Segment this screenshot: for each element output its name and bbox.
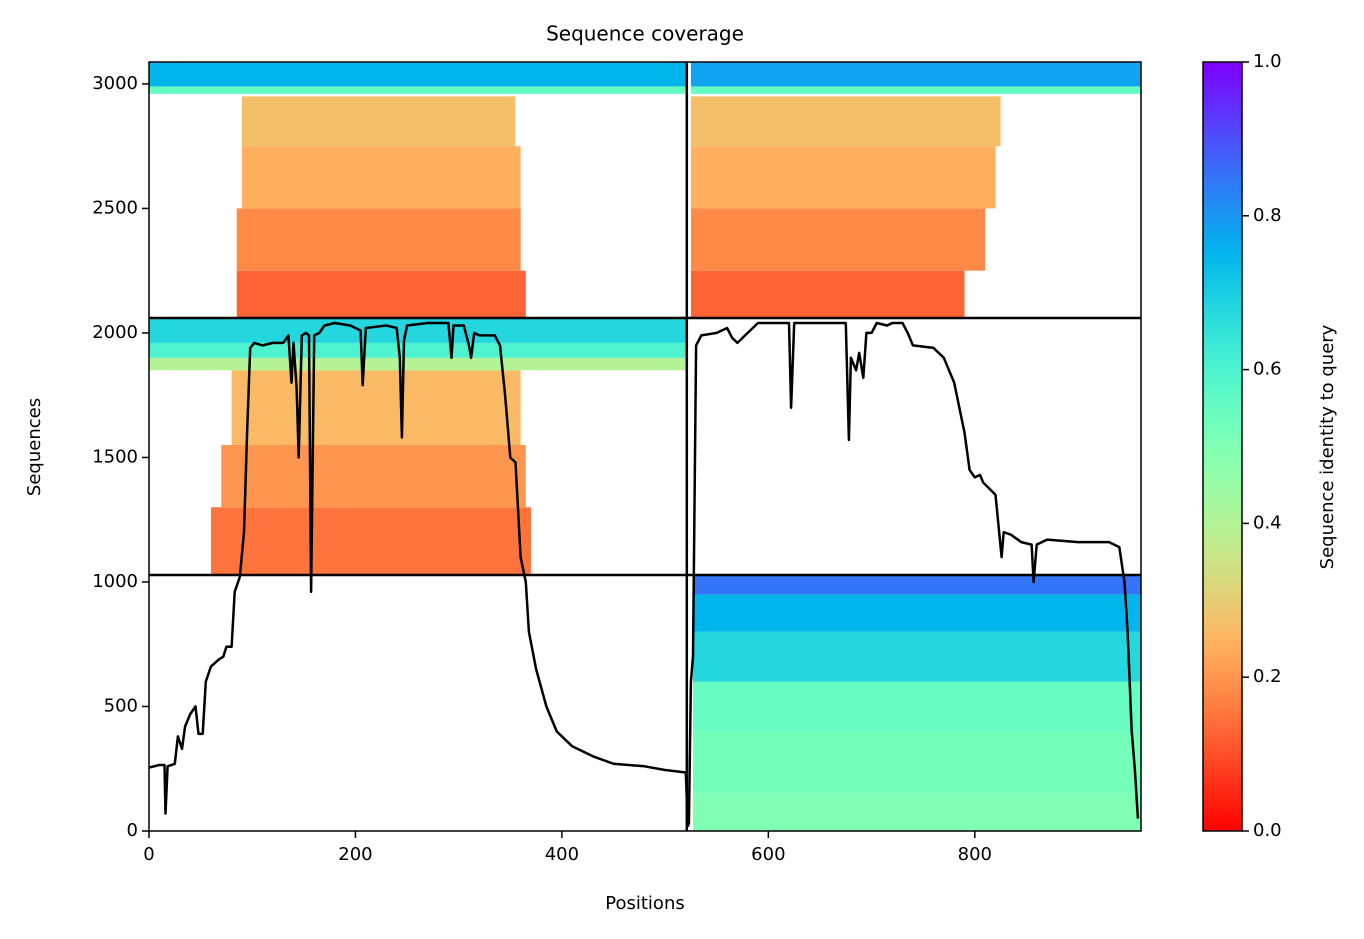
identity-block [690,208,986,271]
identity-block [236,208,521,271]
plot-area [149,62,1141,831]
x-tick-label: 0 [143,844,154,865]
colorbar-label: Sequence identity to query [1317,324,1338,569]
identity-block [690,96,1001,147]
identity-block [693,631,1141,682]
y-axis-label: Sequences [24,398,45,496]
y-tick-label: 1000 [92,571,138,592]
identity-block [236,270,526,319]
y-tick-label: 3000 [92,73,138,94]
identity-block [693,681,1141,732]
identity-block [149,62,687,87]
identity-block [690,270,965,319]
identity-block [690,62,1141,87]
identity-block [210,507,531,575]
x-tick-label: 200 [338,844,372,865]
identity-block [693,594,1141,632]
identity-block [241,96,516,147]
identity-block [690,86,1141,94]
coverage-line [149,321,1140,828]
x-axis-label: Positions [605,893,684,914]
x-tick-label: 800 [958,844,992,865]
y-tick-label: 2000 [92,322,138,343]
identity-block [149,318,687,343]
colorbar-tick-label: 0.2 [1253,666,1282,687]
identity-block [241,146,521,209]
y-tick-label: 2500 [92,197,138,218]
axes-frame [148,61,1142,832]
colorbar-tick-label: 0.0 [1253,820,1282,841]
identity-block [149,86,687,94]
x-tick-label: 600 [751,844,785,865]
identity-block [221,445,526,508]
y-tick-label: 1500 [92,446,138,467]
chart-title: Sequence coverage [546,22,744,46]
colorbar-tick-label: 0.4 [1253,512,1282,533]
colorbar [1202,61,1243,832]
identity-block [690,146,996,209]
y-tick-label: 0 [127,820,138,841]
identity-block [149,342,687,358]
colorbar-tick-label: 0.6 [1253,359,1282,380]
colorbar-tick-label: 0.8 [1253,205,1282,226]
identity-block [693,731,1141,794]
colorbar-tick-label: 1.0 [1253,51,1282,72]
identity-block [693,574,1141,595]
y-tick-label: 500 [104,695,138,716]
identity-block [693,793,1141,831]
x-tick-label: 400 [545,844,579,865]
identity-block [149,357,687,371]
identity-block [231,370,521,446]
